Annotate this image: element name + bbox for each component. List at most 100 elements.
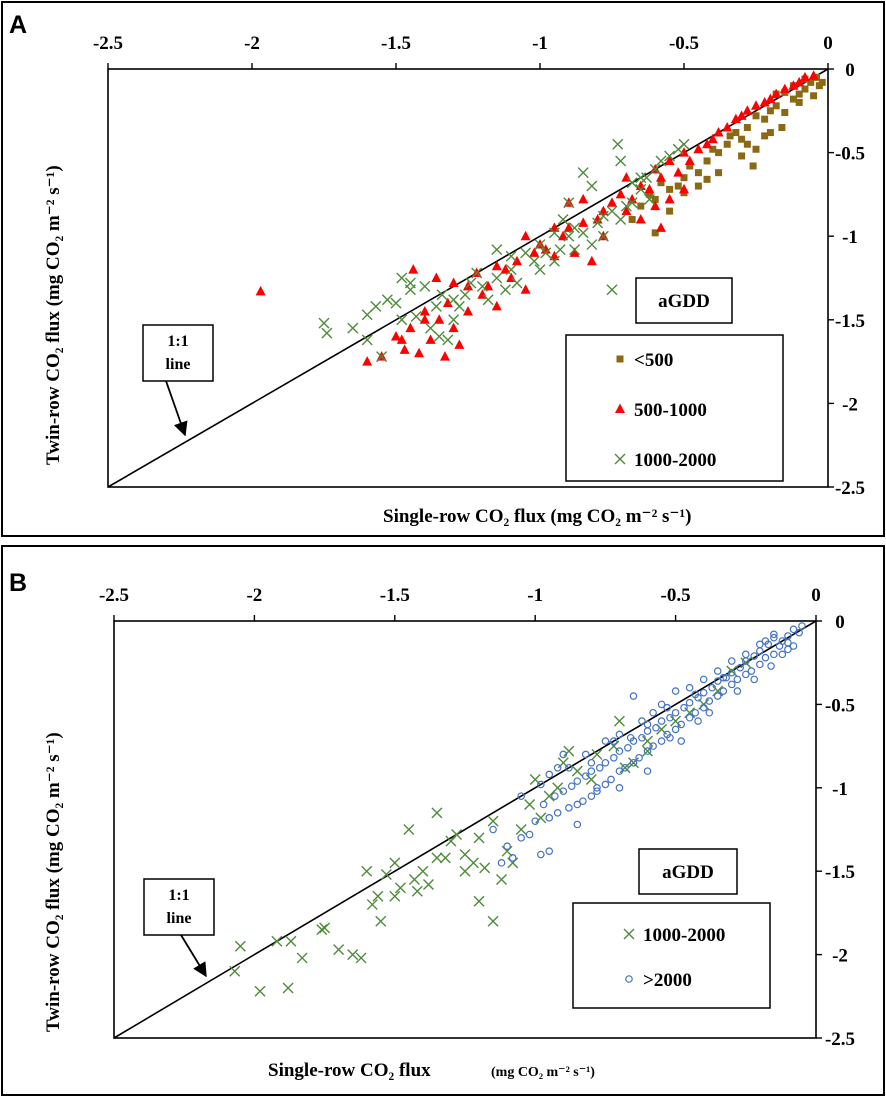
data-point [586,255,597,266]
data-point [671,708,680,717]
data-point [405,322,416,333]
data-point [766,129,774,137]
data-point [451,829,463,840]
data-point [557,213,569,225]
data-point [770,650,778,659]
data-point [691,690,700,699]
data-point [756,660,764,669]
data-point [726,665,738,677]
data-point [615,188,626,199]
data-point [366,899,378,911]
data-point [621,205,632,216]
data-point [726,132,734,140]
data-point [565,804,573,812]
data-point [410,310,422,322]
data-point [655,155,667,167]
data-point [680,174,688,182]
data-point [642,735,654,747]
data-point [414,347,425,358]
data-point [559,787,568,795]
data-point [795,98,803,106]
data-point [626,197,638,209]
data-point [497,859,506,867]
data-point [595,763,604,772]
data-point [520,247,532,259]
data-point [515,824,527,835]
legend-marker-a-1 [615,403,625,413]
data-point [650,200,661,211]
data-point [736,110,747,120]
data-point [347,949,359,961]
data-point [430,300,442,312]
data-point [425,322,437,334]
data-point [529,247,540,257]
callout-arrow-a [165,380,188,437]
data-point [520,284,531,294]
data-point [610,753,618,762]
data-point [684,707,696,719]
data-point [651,229,659,237]
data-point [702,138,713,149]
data-point [743,140,751,148]
data-point [333,944,345,956]
data-point [487,915,499,927]
series-a-1 [255,70,819,366]
panel-a: A -2.5 -2 -1.5 -1 -0.5 0 0 -0.5 -1 -1.5 -2 -2.5 Sin… [1,1,885,537]
data-point [448,314,460,326]
data-point [445,835,457,847]
data-point [741,670,750,679]
data-point [448,277,459,288]
y-axis-label-a: Twin-row CO₂ flux (mg CO₂ m⁻² s⁻¹) [43,165,64,465]
data-point [376,351,388,363]
data-point [719,673,728,682]
data-point [581,750,590,759]
data-point [679,147,689,157]
data-point [629,692,638,700]
data-point [626,177,638,189]
data-point [732,129,740,137]
data-point [679,183,689,194]
data-point [399,344,410,354]
series-b-1 [489,622,806,867]
data-point [685,713,694,722]
data-point [747,667,756,675]
data-points-a [255,70,826,366]
data-point [433,331,445,343]
data-point [591,748,603,760]
x-axis-label-a: Single-row CO₂ flux (mg CO₂ m⁻² s⁻¹) [383,506,691,527]
data-point [389,890,401,902]
data-point [505,250,517,262]
data-point [663,703,671,712]
axis-ticks-a: -2.5 -2 -1.5 -1 -0.5 00 -0.5 -1 -1.5 -2 -2.5 [93,33,865,499]
data-point [505,264,517,276]
data-point [638,733,646,742]
data-point [503,842,511,850]
data-point [699,675,708,684]
data-point [775,642,784,650]
data-point [473,832,485,844]
data-point [733,675,742,684]
data-point [569,244,581,256]
data-point [491,300,502,311]
plot-area-b [113,620,817,1039]
data-point [537,850,545,859]
data-point [686,162,694,170]
data-point [563,197,575,209]
x-tick-label-a: -2.5 [93,33,123,54]
data-point [615,155,627,167]
callout-line1-a: 1:1 [167,333,188,350]
data-point [749,162,757,170]
data-point [391,331,401,341]
y-tick-label-b: -1.5 [825,862,855,883]
data-point [434,314,445,324]
data-point [727,668,736,677]
data-point [417,865,429,877]
one-to-one-callout-b [143,878,215,936]
data-point [229,965,241,977]
data-point [615,730,624,739]
x-tick-label-b: -0.5 [661,585,691,606]
data-point [601,737,610,745]
data-point [738,152,746,160]
data-point [525,830,534,839]
data-point [671,725,680,734]
